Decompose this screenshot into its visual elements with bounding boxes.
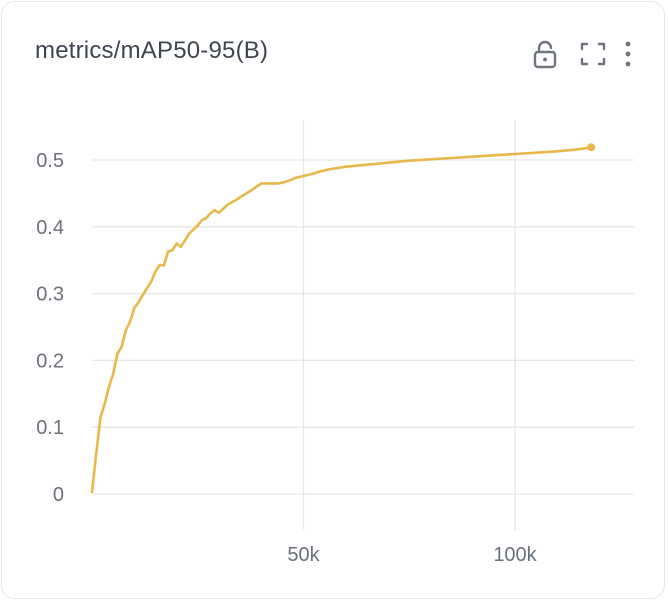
chart-title: metrics/mAP50-95(B) — [35, 37, 269, 64]
x-tick-label: 50k — [287, 544, 320, 566]
y-tick-label: 0 — [53, 484, 64, 506]
y-tick-label: 0.2 — [36, 350, 64, 372]
y-tick-label: 0.3 — [36, 284, 64, 306]
series-line — [90, 146, 593, 494]
fullscreen-icon[interactable] — [578, 38, 608, 70]
y-tick-label: 0.4 — [36, 217, 64, 239]
lock-open-icon[interactable] — [530, 38, 560, 70]
y-tick-label: 0.1 — [36, 417, 64, 439]
more-vertical-icon[interactable] — [618, 38, 638, 70]
x-tick-label: 100k — [493, 544, 537, 566]
y-tick-label: 0.5 — [36, 150, 64, 172]
series-endpoint-marker — [587, 143, 596, 152]
